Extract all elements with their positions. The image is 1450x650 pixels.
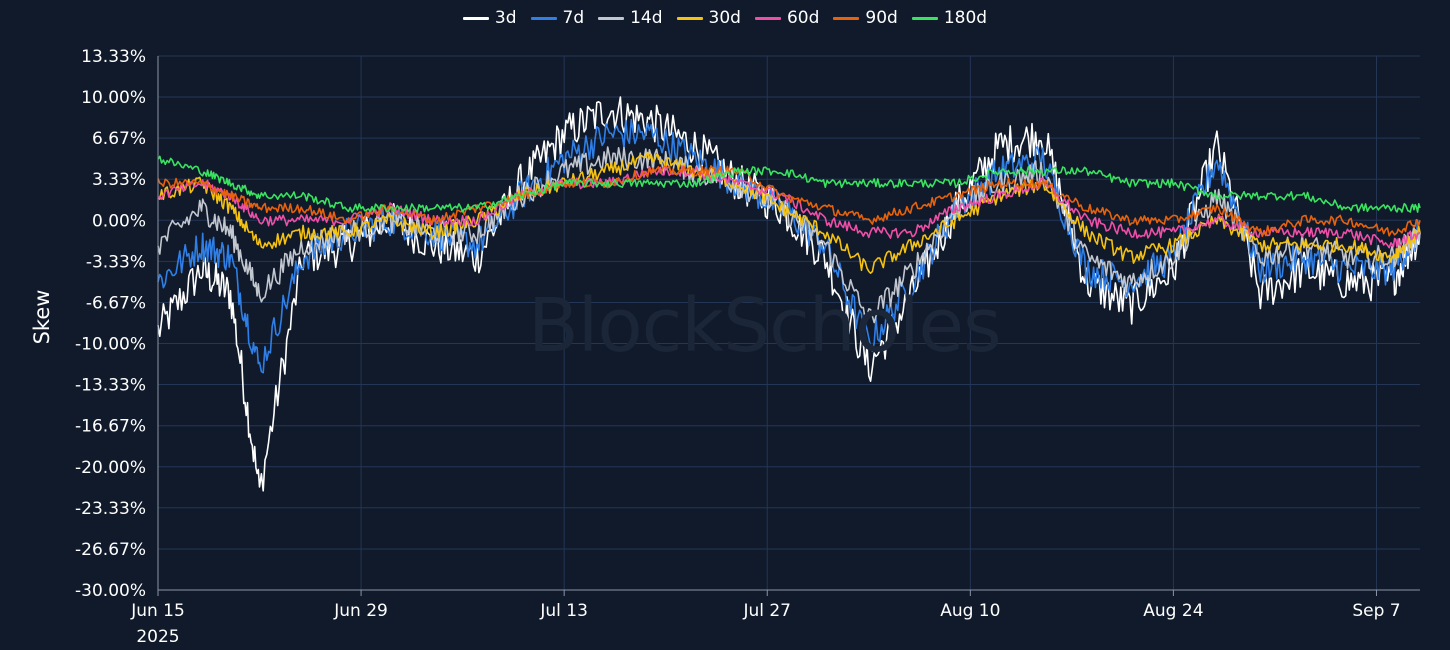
legend-label: 60d (786, 8, 820, 28)
y-tick-label: 3.33% (92, 170, 146, 190)
watermark: BlockScholes (528, 283, 1002, 369)
legend-swatch (754, 16, 781, 20)
y-tick-label: -16.67% (75, 417, 146, 437)
x-tick-label: Aug 24 (1143, 601, 1203, 621)
y-tick-label: -13.33% (75, 376, 146, 396)
legend-item-60d[interactable]: 60d (754, 8, 820, 28)
legend-swatch (833, 16, 860, 20)
y-axis-label: Skew (30, 289, 54, 345)
x-tick-label: Sep 7 (1352, 601, 1400, 621)
legend: 3d 7d 14d 30d 60d 90d 180d (0, 8, 1450, 28)
y-tick-label: -26.67% (75, 540, 146, 560)
x-tick-label: Jul 27 (742, 601, 791, 621)
legend-label: 3d (494, 8, 517, 28)
series-line-30d (157, 151, 1421, 275)
legend-item-14d[interactable]: 14d (598, 8, 663, 28)
y-tick-label: -3.33% (86, 252, 146, 272)
series-lines (157, 96, 1421, 492)
legend-swatch (462, 16, 489, 20)
legend-swatch (911, 16, 938, 20)
series-line-7d (157, 118, 1421, 374)
legend-label: 14d (630, 8, 663, 28)
legend-item-30d[interactable]: 30d (676, 8, 741, 28)
legend-swatch (598, 16, 625, 20)
legend-label: 7d (562, 8, 585, 28)
y-tick-label: -6.67% (86, 293, 146, 313)
y-tick-label: -20.00% (75, 458, 146, 478)
legend-swatch (676, 16, 703, 20)
y-tick-label: -10.00% (75, 335, 146, 355)
x-tick-label: Jun 15 (130, 601, 185, 621)
series-line-90d (157, 165, 1421, 238)
legend-item-90d[interactable]: 90d (833, 8, 898, 28)
legend-swatch (530, 16, 557, 20)
y-tick-label: 10.00% (81, 88, 146, 108)
legend-label: 90d (865, 8, 898, 28)
series-line-180d (157, 155, 1421, 213)
x-tick-label: Jun 29 (333, 601, 388, 621)
x-tick-label: Aug 10 (940, 601, 1000, 621)
y-tick-label: 13.33% (81, 47, 146, 67)
y-tick-label: 6.67% (92, 129, 146, 149)
legend-label: 30d (708, 8, 741, 28)
x-tick-label: Jul 13 (539, 601, 588, 621)
y-tick-label: -23.33% (75, 499, 146, 519)
legend-item-7d[interactable]: 7d (530, 8, 585, 28)
x-tick-labels: Jun 15 2025 Jun 29 Jul 13 Jul 27 Aug 10 Aug 24… (130, 601, 1400, 647)
legend-item-3d[interactable]: 3d (462, 8, 517, 28)
axes (157, 56, 1420, 591)
y-tick-labels: 13.33% 10.00% 6.67% 3.33% 0.00% -3.33% -6.67% -… (75, 47, 146, 601)
legend-label: 180d (943, 8, 988, 28)
y-tick-label: 0.00% (92, 211, 146, 231)
x-tick-sublabel: 2025 (136, 627, 179, 647)
y-tick-label: -30.00% (75, 581, 146, 601)
legend-item-180d[interactable]: 180d (911, 8, 988, 28)
